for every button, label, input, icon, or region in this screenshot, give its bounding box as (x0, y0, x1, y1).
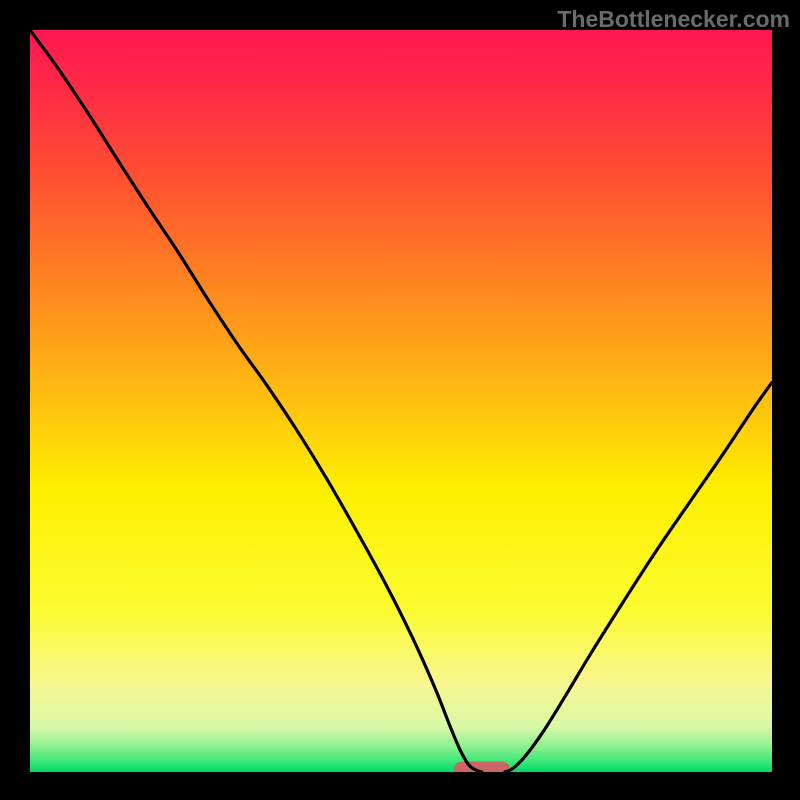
plot-area (30, 30, 772, 772)
bottleneck-chart-svg (30, 30, 772, 772)
chart-frame: TheBottlenecker.com (0, 0, 800, 800)
gradient-background (30, 30, 772, 772)
watermark-text: TheBottlenecker.com (557, 6, 790, 33)
